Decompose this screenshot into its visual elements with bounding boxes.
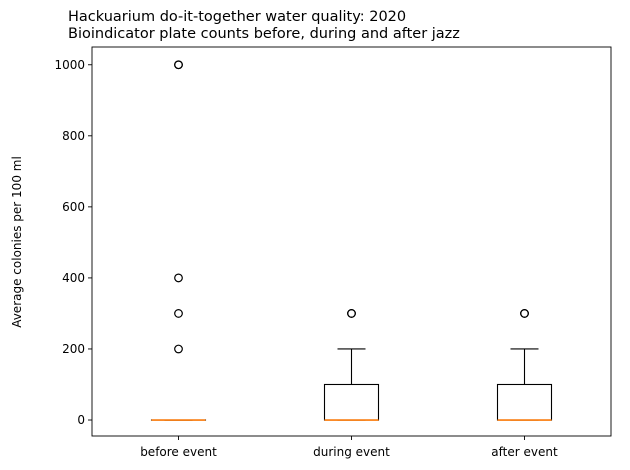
y-tick-label: 400 xyxy=(62,271,85,285)
y-tick-label: 1000 xyxy=(54,58,85,72)
box-body xyxy=(496,383,553,421)
box-body xyxy=(323,383,380,421)
plot-area xyxy=(150,60,553,421)
box-group xyxy=(323,309,380,421)
chart-title: Hackuarium do-it-together water quality:… xyxy=(68,9,406,25)
outlier-point xyxy=(174,60,183,70)
outlier-point xyxy=(174,344,183,354)
x-tick-label: after event xyxy=(491,445,558,459)
box-group xyxy=(150,60,207,421)
y-tick-label: 600 xyxy=(62,200,85,214)
plot-frame xyxy=(91,46,612,437)
chart-subtitle: Bioindicator plate counts before, during… xyxy=(68,26,460,42)
y-axis: 0 200 400 600 800 1000 xyxy=(54,58,92,427)
outlier-point xyxy=(520,309,529,318)
y-tick-label: 800 xyxy=(62,129,85,143)
y-axis-label: Average colonies per 100 ml xyxy=(10,156,24,328)
x-tick-label: during event xyxy=(313,445,390,459)
outlier-point xyxy=(174,309,183,318)
box-group xyxy=(496,309,553,421)
outlier-point xyxy=(347,309,356,318)
y-tick-label: 0 xyxy=(77,413,85,427)
y-tick-label: 200 xyxy=(62,342,85,356)
x-tick-label: before event xyxy=(140,445,217,459)
outlier-point xyxy=(174,273,183,283)
x-axis: before event during event after event xyxy=(140,436,558,459)
